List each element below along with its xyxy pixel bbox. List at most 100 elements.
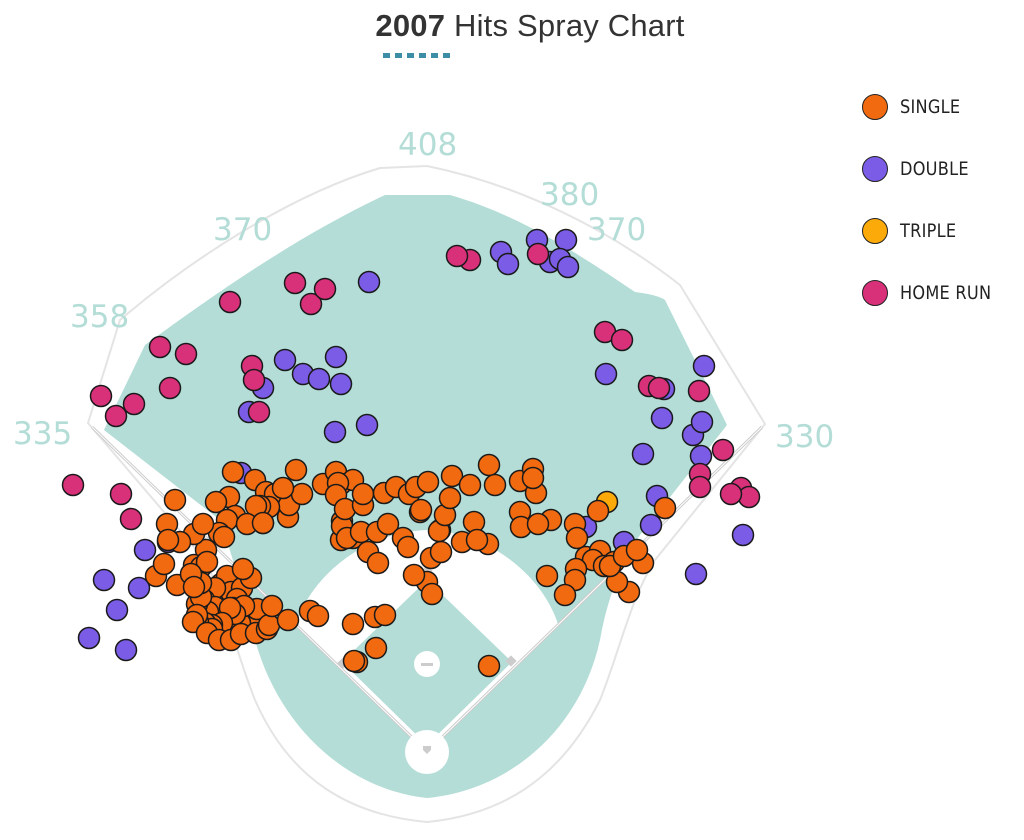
hit-point-single — [195, 550, 219, 574]
hit-point-single — [477, 453, 501, 477]
hit-point-single — [409, 498, 433, 522]
hit-point-single — [376, 512, 400, 536]
hit-point-single — [351, 482, 375, 506]
hit-point-single — [429, 540, 453, 564]
hit-point-double — [127, 576, 151, 600]
hit-point-home-run — [445, 244, 469, 268]
legend-item-triple: TRIPLE — [862, 216, 966, 246]
hit-point-single — [284, 458, 308, 482]
legend-item-double: DOUBLE — [862, 154, 981, 184]
hit-point-double — [639, 513, 663, 537]
pitchers-rubber — [421, 663, 433, 666]
title-text: Hits Spray Chart — [445, 8, 685, 43]
hit-point-home-run — [89, 384, 113, 408]
hit-point-double — [554, 228, 578, 252]
hit-point-single — [290, 482, 314, 506]
hit-point-double — [133, 538, 157, 562]
legend-item-home-run: HOME RUN — [862, 278, 1007, 308]
chart-title: 2007 Hits Spray Chart — [375, 8, 684, 44]
hit-point-single — [342, 649, 366, 673]
title-underline — [383, 53, 455, 58]
hit-point-double — [690, 410, 714, 434]
distance-rcf: 380 — [540, 177, 599, 213]
hit-point-single — [341, 612, 365, 636]
hit-point-single — [257, 613, 281, 637]
hit-point-single — [526, 512, 550, 536]
hit-point-home-run — [711, 438, 735, 462]
hit-point-single — [366, 551, 390, 575]
hit-point-double — [496, 252, 520, 276]
hit-point-double — [114, 638, 138, 662]
hit-point-double — [355, 413, 379, 437]
hit-point-single — [416, 470, 440, 494]
hit-point-home-run — [719, 482, 743, 506]
hit-point-home-run — [242, 368, 266, 392]
hit-point-single — [420, 582, 444, 606]
legend-label-home-run: HOME RUN — [900, 282, 992, 304]
hit-point-double — [329, 372, 353, 396]
hits-layer — [61, 228, 761, 678]
hit-point-home-run — [526, 242, 550, 266]
hit-point-home-run — [610, 328, 634, 352]
hit-point-double — [731, 523, 755, 547]
hit-point-single — [204, 490, 228, 514]
hit-point-home-run — [313, 277, 337, 301]
hit-point-double — [92, 568, 116, 592]
hit-point-single — [396, 535, 420, 559]
legend-label-single: SINGLE — [900, 96, 961, 118]
hit-point-single — [163, 488, 187, 512]
hit-point-single — [458, 473, 482, 497]
distance-lf: 358 — [70, 299, 129, 335]
hit-point-single — [565, 526, 589, 550]
hit-point-home-run — [283, 271, 307, 295]
hit-point-double — [307, 367, 331, 391]
hit-point-single — [306, 604, 330, 628]
chart-title-wrap: 2007 Hits Spray Chart — [0, 8, 1024, 44]
stadium-outline — [86, 164, 767, 824]
hit-point-single — [521, 466, 545, 490]
hit-point-double — [273, 348, 297, 372]
legend-swatch-triple — [862, 218, 888, 244]
distance-cf: 408 — [398, 127, 457, 163]
hit-point-single — [260, 594, 284, 618]
hit-point-home-run — [647, 376, 671, 400]
hit-point-home-run — [687, 379, 711, 403]
hit-point-single — [477, 654, 501, 678]
distance-rf-line: 330 — [775, 419, 834, 455]
hit-point-home-run — [61, 473, 85, 497]
hit-point-single — [152, 552, 176, 576]
hit-point-home-run — [104, 404, 128, 428]
hit-point-home-run — [158, 376, 182, 400]
hit-point-single — [402, 563, 426, 587]
hit-point-single — [653, 496, 677, 520]
hit-point-home-run — [218, 290, 242, 314]
legend-swatch-home-run — [862, 280, 888, 306]
hit-point-double — [357, 270, 381, 294]
hit-point-home-run — [119, 507, 143, 531]
hit-point-single — [553, 583, 577, 607]
hit-point-single — [438, 486, 462, 510]
hit-point-home-run — [174, 342, 198, 366]
hit-point-single — [231, 557, 255, 581]
hit-point-single — [191, 512, 215, 536]
hit-point-single — [440, 464, 464, 488]
hit-point-double — [105, 598, 129, 622]
legend-label-double: DOUBLE — [900, 158, 969, 180]
legend-swatch-double — [862, 156, 888, 182]
hit-point-single — [251, 511, 275, 535]
hit-point-home-run — [247, 400, 271, 424]
hit-point-home-run — [148, 335, 172, 359]
hit-point-single — [271, 476, 295, 500]
spray-chart: 335 358 370 408 380 370 330 — [13, 127, 834, 824]
hit-point-single — [156, 528, 180, 552]
hit-point-double — [556, 255, 580, 279]
hit-point-single — [483, 473, 507, 497]
hit-point-single — [373, 603, 397, 627]
hit-point-single — [364, 636, 388, 660]
hit-point-double — [323, 420, 347, 444]
legend-item-single: SINGLE — [862, 92, 971, 122]
first-base — [505, 655, 517, 667]
hit-point-double — [631, 442, 655, 466]
hit-point-double — [684, 562, 708, 586]
hit-point-double — [594, 362, 618, 386]
